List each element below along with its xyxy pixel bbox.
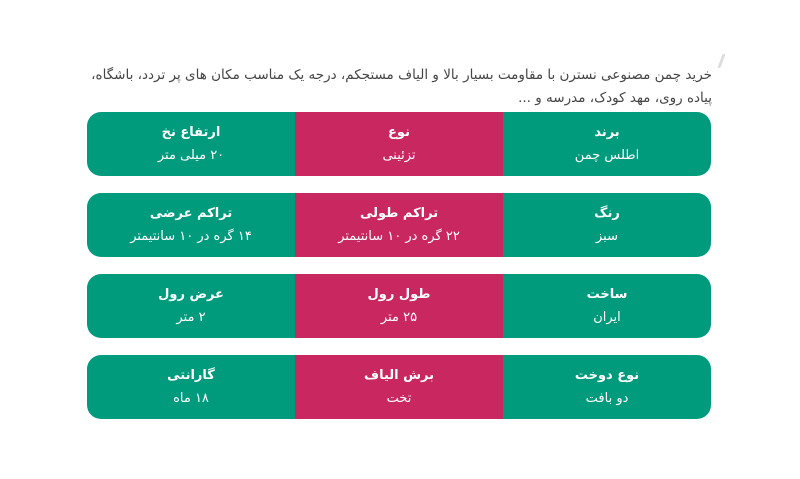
spec-value: ۲۵ متر	[380, 310, 418, 325]
spec-cell: طول رول ۲۵ متر	[295, 274, 503, 338]
spec-value: ایران	[593, 310, 621, 325]
spec-cell: ارتفاع نخ ۲۰ میلی متر	[87, 112, 295, 176]
spec-value: اطلس چمن	[574, 148, 640, 163]
spec-card: نوع دوخت دو بافت برش الیاف تخت گارانتی ۱۸ ماه	[87, 355, 711, 419]
spec-card: برند اطلس چمن نوع تزئینی ارتفاع نخ ۲۰ میلی مت…	[87, 112, 711, 176]
spec-cell: نوع دوخت دو بافت	[503, 355, 711, 419]
spec-label: تراکم عرضی	[149, 206, 233, 221]
spec-label: ارتفاع نخ	[161, 125, 221, 140]
spec-label: ساخت	[586, 287, 628, 302]
spec-label: تراکم طولی	[359, 206, 439, 221]
product-description: خرید چمن مصنوعی نسترن با مقاومت بسیار با…	[91, 66, 712, 106]
spec-label: نوع دوخت	[574, 368, 640, 383]
spec-value: ۲۲ گره در ۱۰ سانتیمتر	[338, 229, 460, 244]
spec-value: ۱۸ ماه	[173, 391, 209, 406]
spec-card: رنگ سبز تراکم طولی ۲۲ گره در ۱۰ سانتیمتر ترا…	[87, 193, 711, 257]
spec-cell: برند اطلس چمن	[503, 112, 711, 176]
spec-value: ۲ متر	[176, 310, 206, 325]
spec-value: تزئینی	[382, 148, 416, 163]
spec-card: ساخت ایران طول رول ۲۵ متر عرض رول ۲ متر	[87, 274, 711, 338]
spec-cell: برش الیاف تخت	[295, 355, 503, 419]
spec-label: عرض رول	[158, 287, 224, 302]
spec-value: ۲۰ میلی متر	[157, 148, 225, 163]
spec-cell: گارانتی ۱۸ ماه	[87, 355, 295, 419]
spec-cell: ساخت ایران	[503, 274, 711, 338]
spec-cell: تراکم طولی ۲۲ گره در ۱۰ سانتیمتر	[295, 193, 503, 257]
spec-cell: نوع تزئینی	[295, 112, 503, 176]
spec-label: رنگ	[594, 206, 620, 221]
spec-label: گارانتی	[167, 368, 215, 383]
spec-value: ۱۴ گره در ۱۰ سانتیمتر	[130, 229, 252, 244]
spec-label: طول رول	[367, 287, 431, 302]
spec-value: سبز	[596, 229, 618, 244]
spec-value: تخت	[386, 391, 412, 406]
spec-cell: عرض رول ۲ متر	[87, 274, 295, 338]
spec-label: برند	[594, 125, 620, 140]
spec-label: نوع	[388, 125, 410, 140]
spec-value: دو بافت	[585, 391, 629, 406]
quote-mark-icon	[717, 54, 726, 68]
spec-label: برش الیاف	[363, 368, 435, 383]
spec-cell: تراکم عرضی ۱۴ گره در ۱۰ سانتیمتر	[87, 193, 295, 257]
spec-cell: رنگ سبز	[503, 193, 711, 257]
